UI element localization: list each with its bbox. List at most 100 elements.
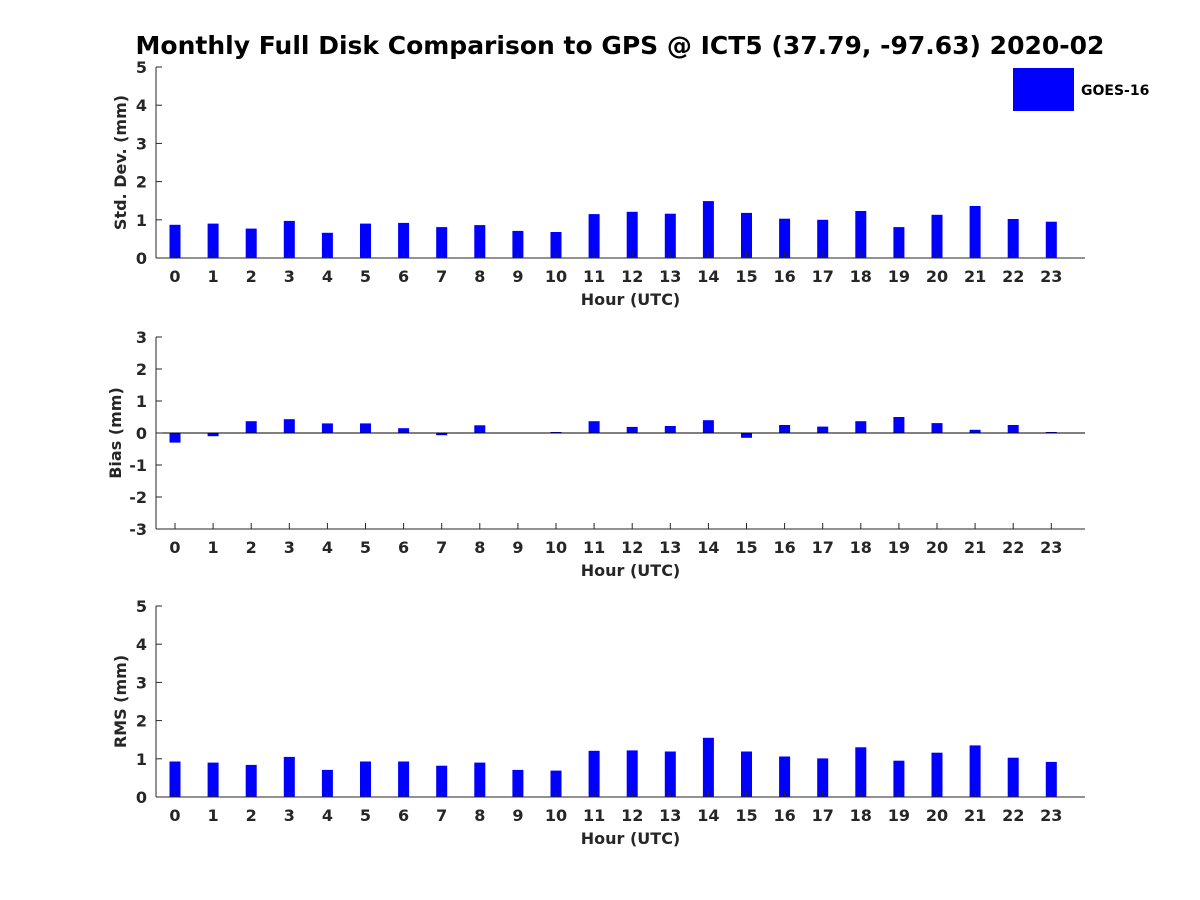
x-tick-label: 1	[208, 538, 219, 557]
x-tick-label: 18	[850, 806, 872, 825]
bar-hour-14	[702, 737, 714, 797]
x-tick-label: 18	[850, 267, 872, 286]
x-tick-label: 7	[436, 806, 447, 825]
x-tick-label: 21	[964, 267, 986, 286]
bar-hour-18	[855, 421, 867, 433]
x-tick-label: 16	[773, 538, 795, 557]
bar-hour-9	[512, 769, 524, 797]
x-tick-label: 15	[735, 267, 757, 286]
bar-hour-0	[169, 761, 181, 797]
bar-hour-1	[207, 223, 219, 258]
bar-hour-5	[360, 761, 371, 797]
bar-hour-23	[1045, 761, 1057, 797]
x-tick-label: 4	[322, 806, 333, 825]
bar-hour-0	[169, 224, 181, 258]
y-tick-label: -2	[129, 488, 147, 507]
bar-hour-16	[779, 756, 791, 797]
x-tick-label: 17	[812, 806, 834, 825]
x-tick-label: 20	[926, 806, 948, 825]
x-tick-label: 14	[697, 806, 719, 825]
x-tick-label: 14	[697, 267, 719, 286]
x-tick-label: 11	[583, 806, 605, 825]
x-tick-label: 22	[1002, 267, 1024, 286]
bar-hour-12	[626, 750, 638, 797]
y-tick-label: 0	[136, 788, 147, 807]
bar-hour-3	[283, 419, 295, 433]
bar-hour-8	[474, 425, 486, 433]
bar-hour-22	[1007, 219, 1019, 258]
x-tick-label: 9	[512, 267, 523, 286]
x-tick-label: 10	[545, 806, 567, 825]
y-axis-label: RMS (mm)	[111, 655, 130, 748]
bar-hour-22	[1007, 757, 1019, 797]
bar-hour-19	[893, 227, 905, 258]
bar-hour-8	[474, 762, 486, 797]
y-tick-label: 4	[136, 635, 147, 654]
x-tick-label: 5	[360, 538, 371, 557]
y-axis-label: Std. Dev. (mm)	[111, 95, 130, 230]
x-tick-label: 5	[360, 267, 371, 286]
x-tick-label: 1	[208, 267, 219, 286]
bar-hour-5	[360, 423, 371, 433]
bar-hour-6	[398, 222, 410, 258]
y-axis-label: Bias (mm)	[106, 387, 125, 479]
x-tick-label: 22	[1002, 806, 1024, 825]
x-tick-label: 10	[545, 538, 567, 557]
x-tick-label: 2	[246, 538, 257, 557]
x-tick-label: 0	[169, 267, 180, 286]
x-tick-label: 15	[735, 538, 757, 557]
x-tick-label: 13	[659, 267, 681, 286]
x-tick-label: 12	[621, 538, 643, 557]
bar-hour-9	[512, 230, 524, 258]
legend-swatch	[1013, 68, 1074, 111]
bar-hour-10	[550, 232, 562, 258]
x-tick-label: 3	[284, 806, 295, 825]
bar-hour-15	[741, 751, 752, 797]
bar-hour-19	[893, 417, 905, 433]
x-tick-label: 13	[659, 806, 681, 825]
x-tick-label: 6	[398, 267, 409, 286]
bar-hour-1	[207, 433, 219, 437]
bar-hour-6	[398, 428, 410, 433]
bar-hour-14	[702, 420, 714, 433]
y-tick-label: 2	[136, 173, 147, 192]
bar-hour-2	[245, 228, 257, 258]
y-tick-label: 0	[136, 424, 147, 443]
x-tick-label: 14	[697, 538, 719, 557]
bar-hour-7	[436, 765, 448, 797]
bar-hour-19	[893, 760, 905, 797]
y-tick-label: 2	[136, 360, 147, 379]
y-tick-label: 3	[136, 134, 147, 153]
bar-hour-16	[779, 425, 791, 433]
x-tick-label: 3	[284, 267, 295, 286]
x-tick-label: 2	[246, 806, 257, 825]
y-tick-label: 4	[136, 96, 147, 115]
x-tick-label: 12	[621, 806, 643, 825]
bar-hour-17	[817, 758, 829, 797]
legend-label: GOES-16	[1081, 83, 1149, 99]
bar-hour-15	[741, 212, 752, 258]
bar-hour-12	[626, 211, 638, 258]
x-tick-label: 12	[621, 267, 643, 286]
x-tick-label: 6	[398, 538, 409, 557]
x-tick-label: 8	[474, 267, 485, 286]
y-tick-label: 2	[136, 712, 147, 731]
x-tick-label: 18	[850, 538, 872, 557]
x-tick-label: 19	[888, 806, 910, 825]
bar-hour-17	[817, 219, 829, 258]
bar-hour-15	[741, 433, 752, 438]
bar-hour-4	[321, 769, 333, 797]
x-axis-label: Hour (UTC)	[581, 290, 681, 309]
x-tick-label: 0	[169, 806, 180, 825]
bar-hour-11	[588, 750, 600, 797]
x-tick-label: 17	[812, 267, 834, 286]
y-tick-label: 5	[136, 58, 147, 77]
x-tick-label: 16	[773, 267, 795, 286]
x-tick-label: 19	[888, 538, 910, 557]
chart-title: Monthly Full Disk Comparison to GPS @ IC…	[136, 31, 1105, 60]
bar-hour-3	[283, 756, 295, 797]
x-tick-label: 20	[926, 267, 948, 286]
